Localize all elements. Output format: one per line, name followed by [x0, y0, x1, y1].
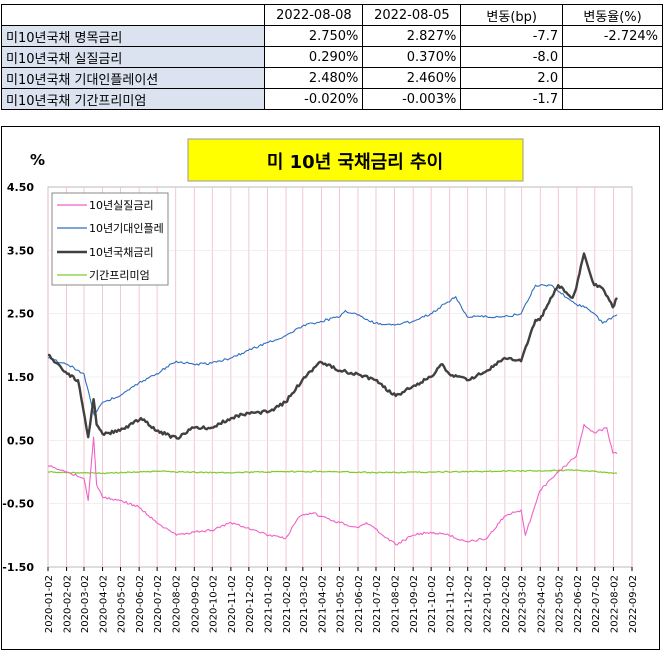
legend-box — [51, 192, 169, 286]
x-tick-label: 2020-06-02 — [135, 575, 146, 633]
table-cell: -8.0 — [460, 46, 564, 68]
x-tick-label: 2021-06-02 — [354, 575, 365, 633]
y-tick-label: -1.50 — [2, 561, 34, 574]
table-row: 미10년국채 명목금리 2.750% 2.827% -7.7 -2.724% — [0, 25, 663, 47]
row-label: 미10년국채 기대인플레이션 — [0, 67, 266, 89]
header-cell-date2: 2022-08-05 — [362, 4, 462, 26]
chart-svg: 2020-01-02 2020-02-02 2020-03-02 2020-04-02… — [2, 138, 639, 633]
legend-label-inflation: 10년기대인플레 — [89, 222, 164, 235]
x-tick-label: 2021-01-02 — [263, 575, 274, 633]
x-tick-label: 2021-10-02 — [427, 575, 438, 633]
table-cell: -0.003% — [362, 88, 462, 110]
row-label: 미10년국채 실질금리 — [0, 46, 266, 68]
x-tick-label: 2022-07-02 — [591, 575, 602, 633]
y-tick-label: 1.50 — [7, 371, 34, 384]
x-tick-label: 2020-02-02 — [63, 575, 74, 633]
table-row: 미10년국채 기간프리미엄 -0.020% -0.003% -1.7 — [0, 88, 663, 110]
table-cell — [562, 88, 663, 110]
x-tick-label: 2022-04-02 — [536, 575, 547, 633]
header-cell-change-pct: 변동율(%) — [562, 4, 663, 26]
legend-label-real: 10년실질금리 — [89, 199, 154, 212]
legend-label-nominal: 10년국채금리 — [89, 246, 154, 259]
x-tick-label: 2020-03-02 — [80, 575, 91, 633]
y-tick-label: 2.50 — [7, 308, 34, 321]
x-tick-label: 2020-08-02 — [172, 575, 183, 633]
table-cell: -2.724% — [562, 25, 663, 47]
table-cell: 2.480% — [264, 67, 364, 89]
table-header-row: 2022-08-08 2022-08-05 변동(bp) 변동율(%) — [0, 4, 663, 26]
x-tick-label: 2021-05-02 — [335, 575, 346, 633]
x-tick-label: 2022-02-02 — [501, 575, 512, 633]
x-tick-label: 2021-08-02 — [391, 575, 402, 633]
series-line-term — [47, 469, 618, 475]
legend: 10년실질금리 10년기대인플레 10년국채금리 기간프리미엄 — [51, 192, 169, 286]
x-tick-label: 2021-09-02 — [409, 575, 420, 633]
x-tick-label: 2022-03-02 — [518, 575, 529, 633]
x-tick-label: 2020-11-02 — [227, 575, 238, 633]
axis-layer: 2020-01-02 2020-02-02 2020-03-02 2020-04-02… — [2, 181, 639, 633]
table-cell — [562, 67, 663, 89]
summary-table: 2022-08-08 2022-08-05 변동(bp) 변동율(%) 미10년… — [0, 4, 663, 110]
row-label: 미10년국채 기간프리미엄 — [0, 88, 266, 110]
x-tick-label: 2022-05-02 — [554, 575, 565, 633]
chart-frame: 2020-01-02 2020-02-02 2020-03-02 2020-04-02… — [1, 126, 660, 650]
table-cell: 2.460% — [362, 67, 462, 89]
table-cell: 0.290% — [264, 46, 364, 68]
chart-title: 미 10년 국채금리 추이 — [267, 152, 443, 173]
x-tick-label: 2020-12-02 — [245, 575, 256, 633]
x-tick-label: 2020-10-02 — [208, 575, 219, 633]
x-tick-label: 2022-01-02 — [482, 575, 493, 633]
x-tick-label: 2021-02-02 — [282, 575, 293, 633]
x-tick-label: 2021-12-02 — [464, 575, 475, 633]
x-tick-label: 2020-01-02 — [44, 575, 55, 633]
x-tick-label: 2020-04-02 — [99, 575, 110, 633]
y-tick-label: -0.50 — [2, 498, 34, 511]
row-label: 미10년국채 명목금리 — [0, 25, 266, 47]
table-cell: 2.750% — [264, 25, 364, 47]
series-line-inflation — [47, 283, 618, 416]
table-cell: -1.7 — [460, 88, 564, 110]
series-layer — [47, 252, 618, 546]
header-cell-change-bp: 변동(bp) — [460, 4, 564, 26]
table-row: 미10년국채 기대인플레이션 2.480% 2.460% 2.0 — [0, 67, 663, 89]
table-cell: 2.827% — [362, 25, 462, 47]
x-tick-label: 2022-08-02 — [609, 575, 620, 633]
table-cell: 2.0 — [460, 67, 564, 89]
x-tick-label: 2021-04-02 — [317, 575, 328, 633]
table-cell: -7.7 — [460, 25, 564, 47]
y-tick-label: 3.50 — [7, 244, 34, 257]
table-row: 미10년국채 실질금리 0.290% 0.370% -8.0 — [0, 46, 663, 68]
y-tick-label: 0.50 — [7, 434, 34, 447]
x-tick-label: 2020-05-02 — [117, 575, 128, 633]
series-line-nominal — [47, 252, 618, 440]
y-tick-label: 4.50 — [7, 181, 34, 194]
series-line-real — [47, 423, 618, 546]
y-axis-unit-label: % — [30, 151, 45, 169]
x-tick-label: 2021-11-02 — [446, 575, 457, 633]
x-tick-label: 2022-06-02 — [573, 575, 584, 633]
header-cell-date1: 2022-08-08 — [264, 4, 364, 26]
header-cell — [0, 4, 266, 26]
legend-label-term: 기간프리미엄 — [89, 269, 150, 282]
table-cell — [562, 46, 663, 68]
x-tick-label: 2021-07-02 — [372, 575, 383, 633]
x-tick-label: 2022-09-02 — [628, 575, 639, 633]
x-tick-label: 2020-07-02 — [153, 575, 164, 633]
x-tick-label: 2020-09-02 — [190, 575, 201, 633]
chart-title-box — [187, 138, 524, 182]
table-cell: 0.370% — [362, 46, 462, 68]
table-cell: -0.020% — [264, 88, 364, 110]
x-tick-label: 2021-03-02 — [299, 575, 310, 633]
